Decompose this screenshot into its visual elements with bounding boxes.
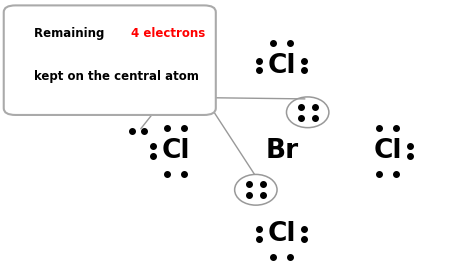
Text: Cl: Cl bbox=[267, 53, 296, 79]
Text: kept on the central atom: kept on the central atom bbox=[35, 70, 199, 83]
Text: Remaining: Remaining bbox=[35, 27, 109, 40]
Text: Br: Br bbox=[265, 138, 298, 164]
Text: 4 electrons: 4 electrons bbox=[131, 27, 205, 40]
Text: Cl: Cl bbox=[374, 138, 402, 164]
Text: Cl: Cl bbox=[267, 221, 296, 247]
FancyBboxPatch shape bbox=[4, 5, 216, 115]
Text: Cl: Cl bbox=[162, 138, 190, 164]
